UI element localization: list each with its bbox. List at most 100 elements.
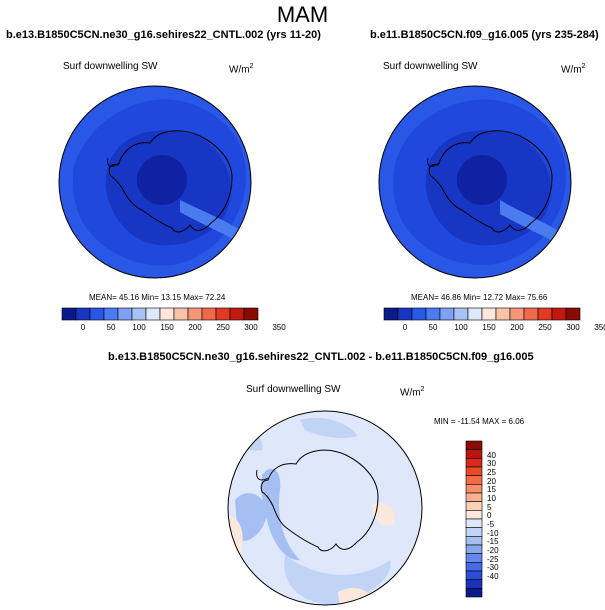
colorbar-swatch — [187, 307, 203, 321]
colorbar-swatch — [509, 307, 525, 321]
colorbar-tick-label: 350 — [594, 323, 605, 332]
diff-colorbar-tick-label: 15 — [487, 485, 496, 495]
diff-blue-band — [261, 468, 300, 561]
colorbar-swatch — [159, 307, 175, 321]
colorbar-swatch — [243, 307, 259, 321]
left-stats: MEAN= 45.16 Min= 13.15 Max= 72.24 — [89, 293, 226, 302]
colorbar-swatch — [215, 307, 231, 321]
diff-blue-patch-tl — [240, 435, 263, 451]
diff-colorbar-tick-label: 0 — [487, 511, 492, 521]
left-ocean-field — [59, 86, 251, 278]
colorbar-swatch — [145, 307, 161, 321]
colorbar-tick-label: 200 — [510, 323, 524, 332]
diff-blue-patch-top — [300, 417, 358, 438]
right-peninsula-outline — [427, 157, 441, 167]
left-colorbar — [61, 307, 259, 321]
colorbar-swatch — [537, 307, 553, 321]
colorbar-swatch — [481, 307, 497, 321]
diff-colorbar-tick-label: -20 — [487, 546, 499, 555]
diff-colorbar-swatch — [465, 492, 483, 502]
colorbar-swatch — [383, 307, 399, 321]
right-coastline — [428, 130, 553, 233]
colorbar-swatch — [173, 307, 189, 321]
right-units-label: W/m2 — [561, 63, 586, 76]
colorbar-swatch — [103, 307, 119, 321]
colorbar-swatch — [523, 307, 539, 321]
colorbar-swatch — [201, 307, 217, 321]
diff-colorbar-tick-label: -25 — [487, 554, 499, 564]
diff-colorbar-swatch — [465, 536, 483, 546]
diff-colorbar-tick-label: -30 — [487, 563, 499, 573]
right-ocean-field — [379, 86, 571, 278]
colorbar-swatch — [467, 307, 483, 321]
left-coastline — [108, 130, 233, 233]
colorbar-swatch — [565, 307, 581, 321]
colorbar-swatch — [89, 307, 105, 321]
diff-colorbar-tick-label: -5 — [487, 520, 495, 529]
right-variable-label: Surf downwelling SW — [383, 61, 478, 72]
colorbar-swatch — [397, 307, 413, 321]
right-map-border — [378, 85, 572, 279]
diff-blue-patch-left — [235, 493, 268, 541]
colorbar-tick-label: 300 — [566, 323, 580, 332]
colorbar-swatch — [61, 307, 77, 321]
diff-orange-patch-e — [372, 502, 395, 526]
diff-colorbar-tick-label: -40 — [487, 572, 499, 581]
colorbar-tick-label: 50 — [106, 323, 116, 332]
colorbar-tick-label: 200 — [188, 323, 202, 332]
diff-colorbar-swatch — [465, 501, 483, 511]
right-colorbar — [383, 307, 581, 321]
diff-colorbar-swatch — [465, 562, 483, 572]
colorbar-swatch — [439, 307, 455, 321]
colorbar-tick-label: 250 — [216, 323, 230, 332]
colorbar-tick-label: 150 — [160, 323, 174, 332]
diff-colorbar-swatch — [465, 518, 483, 528]
diff-colorbar-tick-label: 5 — [487, 502, 492, 512]
diff-colorbar-swatch — [465, 579, 483, 589]
diff-colorbar-tick-label: -15 — [487, 537, 499, 547]
diff-map-border — [227, 410, 423, 606]
season-title: MAM — [276, 2, 329, 27]
diff-blue-patch-bottom — [284, 555, 391, 605]
diff-colorbar-tick-label: 40 — [487, 450, 496, 460]
right-ross-ring — [500, 200, 560, 242]
diff-colorbar-swatch — [465, 458, 483, 468]
diff-coastline — [260, 449, 379, 552]
colorbar-tick-label: 300 — [244, 323, 258, 332]
left-variable-label: Surf downwelling SW — [63, 61, 158, 72]
diff-colorbar-swatch — [465, 588, 483, 598]
colorbar-swatch — [425, 307, 441, 321]
diff-colorbar-swatch — [465, 553, 483, 563]
colorbar-tick-label: 150 — [482, 323, 496, 332]
colorbar-swatch — [495, 307, 511, 321]
diff-base-field — [228, 411, 422, 605]
diff-colorbar-tick-label: 10 — [487, 494, 496, 503]
diff-colorbar-swatch — [465, 466, 483, 476]
diff-colorbar-tick-label: -10 — [487, 528, 499, 538]
left-panel-title: b.e13.B1850C5CN.ne30_g16.sehires22_CNTL.… — [6, 29, 321, 41]
diff-orange-patch-sw — [228, 516, 262, 605]
colorbar-swatch — [411, 307, 427, 321]
left-peninsula-outline — [107, 157, 121, 167]
left-ross-ring — [180, 200, 240, 240]
diff-colorbar-swatch — [465, 527, 483, 537]
diff-colorbar — [465, 440, 483, 598]
colorbar-swatch — [551, 307, 567, 321]
diff-colorbar-swatch — [465, 440, 483, 450]
left-ice-field — [105, 130, 231, 246]
diff-colorbar-swatch — [465, 510, 483, 520]
diff-colorbar-tick-label: 25 — [487, 468, 496, 477]
left-pole-field — [137, 155, 187, 205]
right-pole-field — [457, 155, 507, 205]
diff-colorbar-swatch — [465, 449, 483, 459]
diff-colorbar-swatch — [465, 475, 483, 485]
colorbar-swatch — [117, 307, 133, 321]
left-units-label: W/m2 — [229, 63, 254, 76]
right-ice-field — [425, 130, 551, 246]
colorbar-tick-label: 350 — [272, 323, 286, 332]
diff-panel-title: b.e13.B1850C5CN.ne30_g16.sehires22_CNTL.… — [108, 351, 534, 363]
diff-peninsula-outline — [256, 469, 269, 481]
diff-colorbar-swatch — [465, 544, 483, 554]
